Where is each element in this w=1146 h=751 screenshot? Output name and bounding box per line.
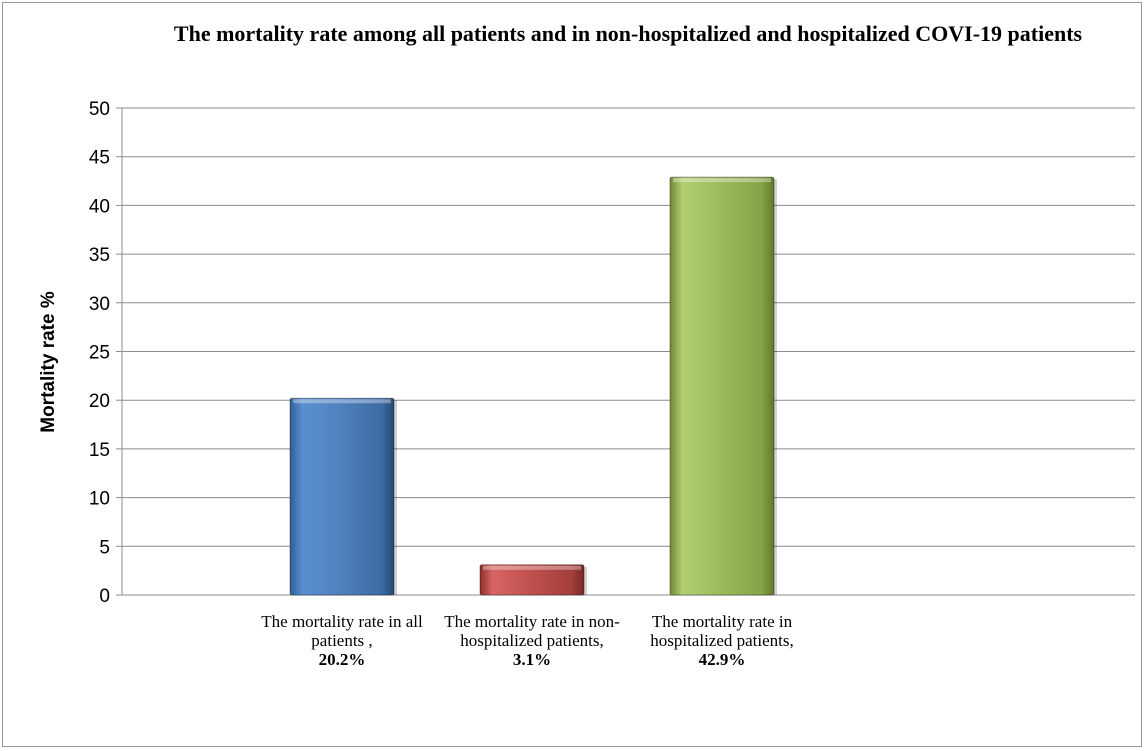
y-tick-label: 0: [99, 586, 110, 607]
y-tick-label: 30: [89, 294, 110, 315]
y-tick-label: 35: [89, 245, 110, 266]
y-tick-label: 25: [89, 343, 110, 364]
y-tick-label: 20: [89, 391, 110, 412]
x-category-text: The mortality rate in all patients ,: [261, 612, 423, 650]
bar-bevel: [483, 565, 581, 570]
x-category-text: The mortality rate in hospitalized patie…: [650, 612, 794, 650]
x-category-label: The mortality rate in hospitalized patie…: [622, 612, 822, 669]
x-category-label: The mortality rate in all patients , 20.2…: [242, 612, 442, 669]
data-label: 3.1%: [512, 650, 552, 669]
x-category-label: The mortality rate in non- hospitalized …: [432, 612, 632, 669]
y-tick-label: 10: [89, 489, 110, 510]
y-tick-label: 15: [89, 440, 110, 461]
y-tick-label: 5: [99, 537, 110, 558]
x-category-text: The mortality rate in non- hospitalized …: [444, 612, 620, 650]
bar-bevel: [293, 399, 391, 404]
bar-bevel: [673, 178, 771, 183]
bar-3: [669, 176, 775, 596]
y-tick-label: 45: [89, 148, 110, 169]
bar-2: [479, 564, 585, 596]
data-label: 20.2%: [318, 650, 366, 669]
y-tick-label: 40: [89, 196, 110, 217]
bar-1: [289, 397, 395, 596]
chart-title: The mortality rate among all patients an…: [173, 21, 1083, 46]
data-label: 42.9%: [698, 650, 746, 669]
y-tick-label: 50: [89, 99, 110, 120]
